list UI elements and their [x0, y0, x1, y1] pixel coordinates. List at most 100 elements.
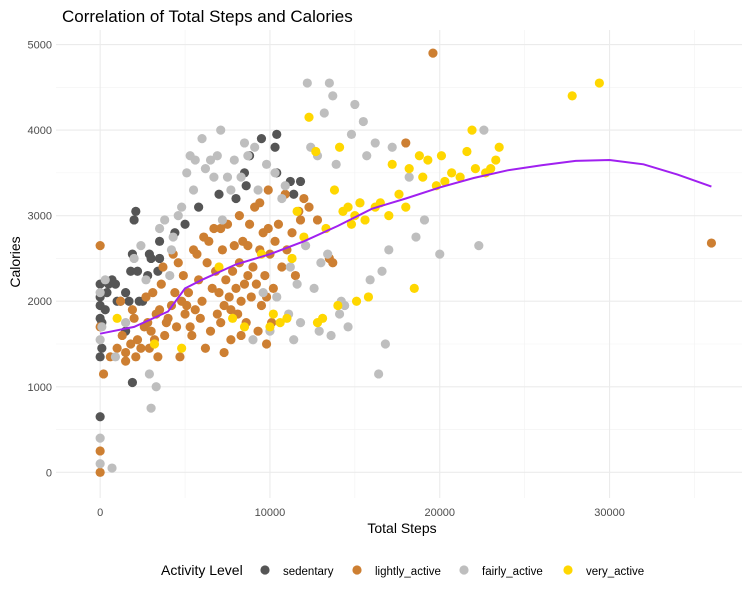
- data-point: [95, 241, 105, 251]
- data-point: [209, 223, 219, 234]
- data-point: [154, 305, 165, 315]
- data-point: [112, 313, 122, 323]
- data-point: [343, 322, 353, 332]
- data-point: [567, 91, 577, 101]
- data-point: [200, 164, 211, 174]
- data-point: [706, 238, 717, 248]
- data-point: [272, 292, 282, 302]
- data-point: [268, 283, 278, 293]
- data-point: [112, 343, 122, 353]
- data-point: [236, 172, 246, 182]
- data-point: [331, 159, 341, 169]
- data-point: [324, 78, 334, 88]
- data-point: [370, 138, 380, 148]
- data-point: [239, 322, 250, 332]
- data-point: [323, 249, 333, 259]
- data-point: [292, 206, 302, 216]
- grid: [56, 30, 742, 498]
- data-point: [409, 283, 419, 293]
- data-point: [311, 146, 321, 157]
- x-tick-label: 0: [97, 507, 103, 519]
- data-point: [121, 347, 131, 358]
- data-point: [97, 343, 107, 353]
- legend-item-fairly_active: fairly_active: [459, 565, 543, 578]
- data-point: [158, 262, 168, 272]
- data-point: [302, 78, 312, 88]
- data-point: [340, 300, 350, 311]
- data-point: [326, 330, 336, 341]
- data-point: [380, 339, 391, 349]
- data-point: [204, 236, 214, 246]
- data-point: [261, 159, 272, 169]
- data-point: [166, 245, 177, 255]
- data-point: [229, 241, 239, 251]
- data-point: [95, 459, 105, 469]
- data-point: [168, 232, 178, 242]
- data-point: [216, 125, 226, 135]
- data-point: [258, 288, 268, 298]
- data-point: [231, 193, 241, 204]
- data-point: [248, 262, 258, 272]
- data-point: [304, 112, 314, 122]
- data-point: [175, 352, 185, 362]
- legend: Activity Level sedentary lightly_active fa…: [161, 562, 644, 578]
- legend-label: fairly_active: [482, 566, 543, 578]
- data-point: [387, 142, 397, 152]
- data-point: [221, 275, 231, 285]
- legend-item-lightly_active: lightly_active: [352, 565, 441, 578]
- data-point: [333, 300, 343, 311]
- data-point: [491, 155, 501, 165]
- x-axis-ticks: 0 10000 20000 30000: [97, 507, 625, 519]
- data-point: [214, 262, 224, 272]
- data-point: [95, 288, 105, 298]
- data-point: [467, 125, 477, 135]
- data-point: [95, 446, 105, 456]
- data-point: [494, 142, 504, 152]
- data-point: [486, 164, 496, 174]
- data-point: [241, 181, 251, 191]
- data-point: [231, 283, 241, 293]
- data-point: [177, 343, 187, 353]
- data-point: [447, 168, 457, 178]
- data-point: [156, 279, 166, 289]
- data-point: [227, 313, 238, 323]
- data-point: [154, 253, 165, 264]
- x-tick-label: 10000: [255, 507, 286, 519]
- data-point: [95, 467, 105, 477]
- data-point: [216, 223, 226, 234]
- data-point: [334, 309, 345, 319]
- data-point: [146, 403, 156, 413]
- data-point: [479, 125, 489, 135]
- data-point: [287, 228, 297, 238]
- data-point: [365, 275, 375, 285]
- data-point: [435, 249, 445, 259]
- data-point: [217, 215, 228, 225]
- legend-swatch: [459, 565, 469, 575]
- legend-label: very_active: [586, 566, 644, 578]
- data-point: [129, 215, 139, 225]
- data-point: [440, 176, 450, 187]
- x-tick-label: 30000: [594, 507, 625, 519]
- data-point: [190, 155, 200, 165]
- data-point: [594, 78, 604, 88]
- data-point: [170, 288, 180, 298]
- data-point: [401, 202, 411, 212]
- data-point: [149, 339, 160, 349]
- data-point: [273, 219, 284, 229]
- chart-title: Correlation of Total Steps and Calories: [62, 7, 353, 26]
- legend-label: lightly_active: [375, 566, 441, 578]
- data-point: [146, 253, 156, 264]
- data-point: [146, 326, 156, 336]
- data-point: [312, 215, 323, 225]
- data-points: [95, 48, 717, 477]
- data-point: [423, 155, 433, 165]
- data-point: [160, 215, 170, 225]
- y-tick-label: 1000: [28, 382, 52, 394]
- data-point: [394, 189, 404, 199]
- data-point: [121, 318, 131, 328]
- data-point: [126, 266, 136, 276]
- data-point: [246, 292, 256, 302]
- data-point: [216, 318, 226, 328]
- data-point: [343, 202, 353, 212]
